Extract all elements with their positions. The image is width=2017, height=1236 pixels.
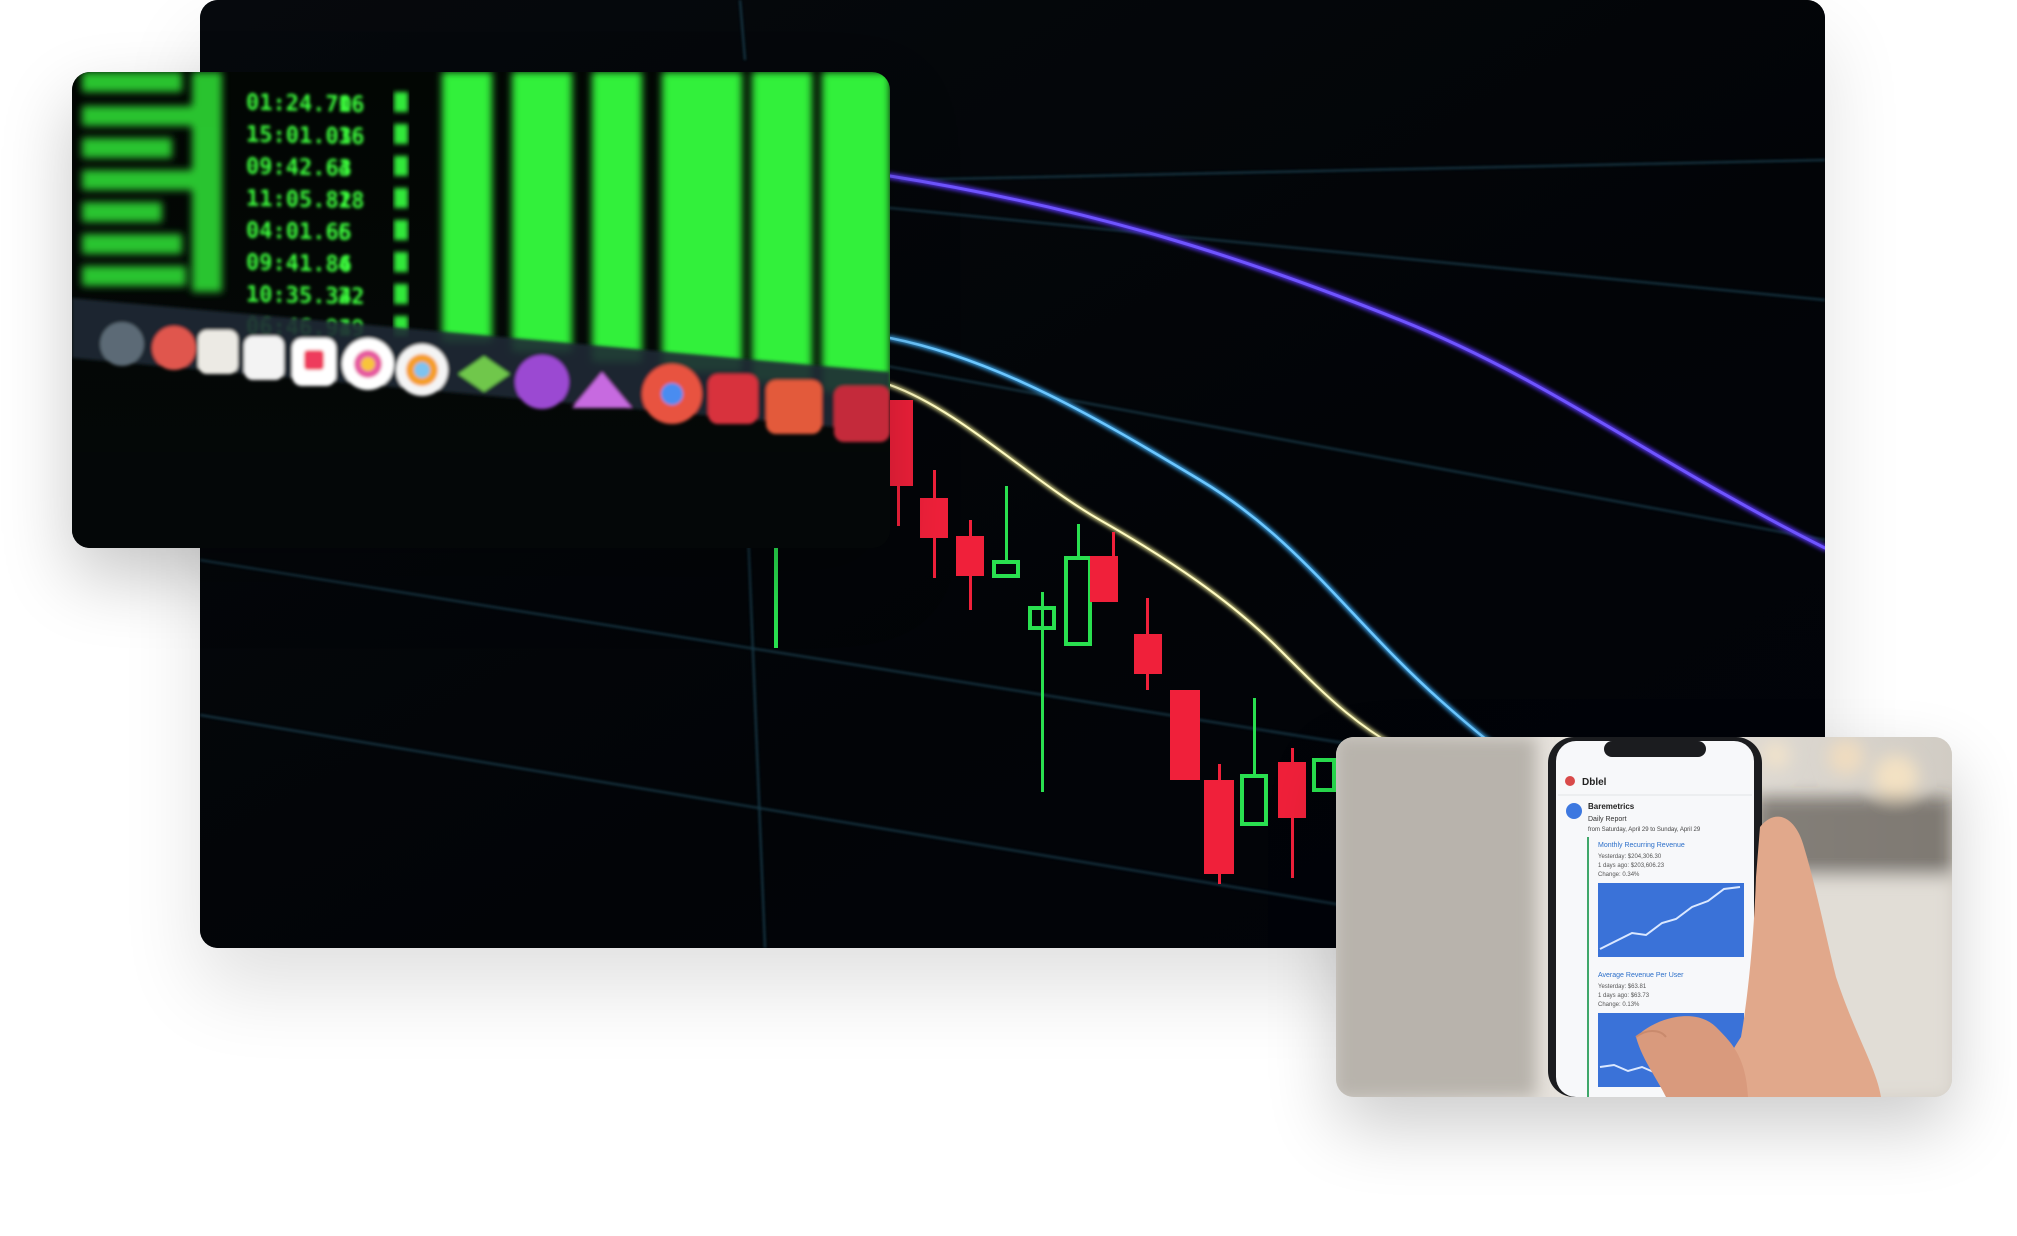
row-count: 6 (338, 221, 351, 246)
podcast-icon (515, 355, 569, 409)
row-count: 16 (338, 93, 364, 119)
row-time: 11:05.82 (246, 187, 352, 214)
photos-icon (100, 322, 144, 366)
terminal-right-blur (394, 92, 408, 336)
card1-ago: 1 days ago: $203,606.23 (1598, 863, 1665, 869)
card1-change: Change: 0.34% (1598, 872, 1640, 878)
report-range: from Saturday, April 29 to Sunday, April… (1588, 827, 1701, 833)
sender-name: Baremetrics (1588, 802, 1635, 811)
candle-down (1170, 690, 1200, 780)
card2-yesterday: Yesterday: $63.81 (1598, 984, 1647, 990)
phone-analytics-photo: Dblel Baremetrics Daily Report from Satu… (1336, 737, 1952, 1097)
row-count: 4 (338, 253, 351, 278)
layers-icon (458, 356, 510, 392)
candle-up (1312, 758, 1336, 792)
phone-image: Dblel Baremetrics Daily Report from Satu… (1336, 737, 1952, 1097)
candle-down (1090, 556, 1118, 602)
hand (1635, 816, 1881, 1097)
candle-wick (1041, 592, 1044, 792)
moving-average-lines (887, 173, 1825, 765)
candle-wick (1077, 524, 1080, 558)
card2-change: Change: 0.13% (1598, 1002, 1640, 1008)
notion-icon (152, 326, 196, 370)
row-time: 10:35.34 (246, 283, 352, 310)
report-title: Daily Report (1588, 816, 1627, 823)
prism-icon (572, 372, 632, 408)
row-time: 15:01.03 (246, 123, 352, 150)
terminal-far-blur (442, 72, 890, 392)
row-count: 18 (338, 189, 364, 215)
card1-yesterday: Yesterday: $204,306.30 (1598, 854, 1662, 860)
candle-wick (1112, 532, 1115, 558)
candle-wick (1005, 486, 1008, 562)
terminal-rows: 01:24.70 16 15:01.03 16 09:42.63 4 11:05… (246, 91, 364, 342)
todoist-icon (708, 374, 758, 424)
row-count: 22 (338, 285, 364, 311)
row-time: 09:41.86 (246, 251, 352, 278)
row-count: 4 (338, 157, 351, 182)
pocket-icon (244, 336, 284, 380)
baremetrics-icon (1566, 803, 1582, 819)
terminal-image: 01:24.70 16 15:01.03 16 09:42.63 4 11:05… (72, 72, 890, 548)
candle-wick (933, 470, 936, 578)
candle-wick (897, 486, 900, 526)
candle-wick (1291, 748, 1294, 878)
row-time: 01:24.70 (246, 91, 352, 118)
yellow-ma-line-core (889, 384, 1421, 761)
dock (72, 298, 890, 442)
card1-title: Monthly Recurring Revenue (1598, 842, 1685, 849)
candle-wick (1146, 598, 1149, 690)
candle-wick (1253, 698, 1256, 776)
candle-wick (969, 520, 972, 610)
terminal-left-blur (82, 72, 222, 292)
notification-dot (1565, 776, 1575, 786)
app-name: Dblel (1582, 777, 1607, 788)
card2-title: Average Revenue Per User (1598, 972, 1684, 979)
row-time: 04:01.65 (246, 219, 352, 246)
calendar-icon (198, 330, 238, 374)
candle-wick (1218, 764, 1221, 884)
card2-ago: 1 days ago: $63.73 (1598, 993, 1650, 999)
terminal-dock-photo: 01:24.70 16 15:01.03 16 09:42.63 4 11:05… (72, 72, 890, 548)
phone-notch (1604, 741, 1706, 757)
row-time: 09:42.63 (246, 155, 352, 182)
misc-app-icon (766, 380, 822, 434)
candles (774, 400, 1336, 884)
row-count: 16 (338, 125, 364, 151)
purple-ma-line-core (888, 174, 1825, 550)
candle-up (774, 548, 778, 648)
